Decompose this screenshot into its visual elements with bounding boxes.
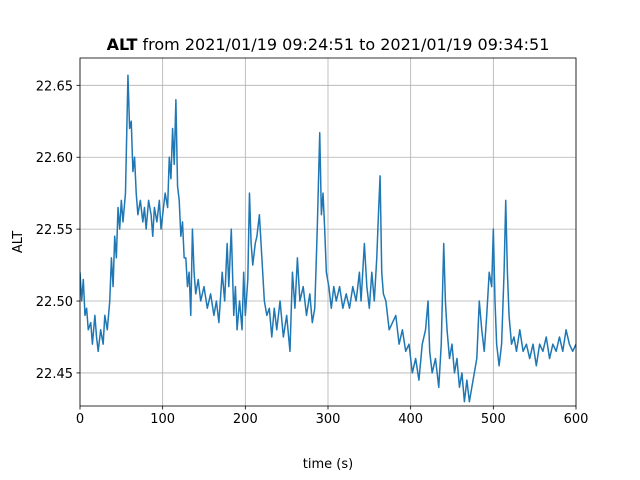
x-tick-label: 600 bbox=[564, 412, 589, 427]
data-line bbox=[80, 74, 576, 403]
y-tick-label: 22.65 bbox=[36, 79, 73, 94]
x-tick-label: 200 bbox=[233, 412, 258, 427]
x-tick-label: 100 bbox=[150, 412, 175, 427]
x-tick-label: 0 bbox=[76, 412, 84, 427]
x-tick-label: 400 bbox=[398, 412, 423, 427]
y-tick-label: 22.50 bbox=[36, 295, 73, 310]
x-tick-label: 300 bbox=[316, 412, 341, 427]
x-axis-label: time (s) bbox=[303, 457, 353, 472]
chart-title: ALT from 2021/01/19 09:24:51 to 2021/01/… bbox=[107, 35, 550, 54]
x-tick-label: 500 bbox=[481, 412, 506, 427]
axes-frame bbox=[79, 57, 577, 407]
y-tick-label: 22.45 bbox=[36, 367, 73, 382]
y-tick-label: 22.60 bbox=[36, 151, 73, 166]
y-tick-label: 22.55 bbox=[36, 223, 73, 238]
y-axis-label: ALT bbox=[11, 231, 26, 253]
title-rest: from 2021/01/19 09:24:51 to 2021/01/19 0… bbox=[143, 35, 550, 54]
title-bold: ALT bbox=[107, 35, 138, 54]
